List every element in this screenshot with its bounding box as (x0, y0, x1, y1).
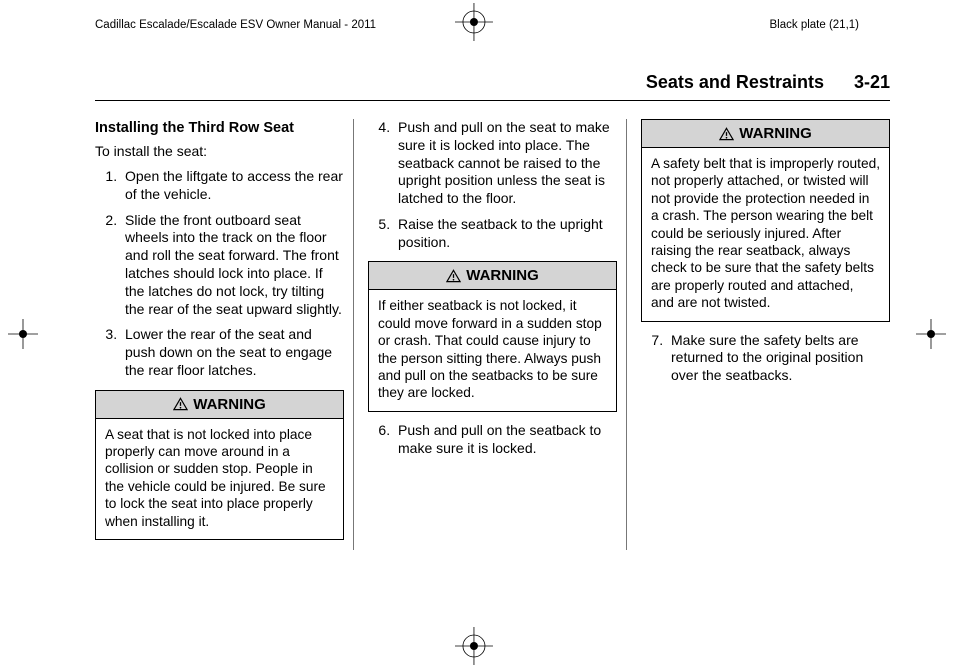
install-intro: To install the seat: (95, 143, 344, 161)
step-3: Lower the rear of the seat and push down… (121, 326, 344, 379)
column-2: Push and pull on the seat to make sure i… (368, 119, 627, 550)
warning-title-2: WARNING (369, 262, 616, 290)
warning-triangle-icon (173, 397, 188, 411)
warning-body-3: A safety belt that is improperly routed,… (642, 148, 889, 321)
column-3: WARNING A safety belt that is improperly… (641, 119, 890, 550)
step-2: Slide the front outboard seat wheels int… (121, 212, 344, 319)
warning-triangle-icon (446, 269, 461, 283)
warning-body-1: A seat that is not locked into place pro… (96, 419, 343, 539)
registration-mark-right (916, 319, 946, 349)
step-4: Push and pull on the seat to make sure i… (394, 119, 617, 208)
warning-body-2: If either seatback is not locked, it cou… (369, 290, 616, 410)
registration-mark-bottom (455, 627, 493, 665)
warning-box-2: WARNING If either seatback is not locked… (368, 261, 617, 411)
install-step-7: Make sure the safety belts are returned … (641, 332, 890, 385)
warning-label-2: WARNING (466, 266, 539, 285)
install-step-6: Push and pull on the seatback to make su… (368, 422, 617, 458)
section-title: Seats and Restraints (646, 72, 824, 93)
page-number: 3-21 (854, 72, 890, 93)
warning-title-3: WARNING (642, 120, 889, 148)
step-7: Make sure the safety belts are returned … (667, 332, 890, 385)
columns: Installing the Third Row Seat To install… (95, 119, 890, 550)
manual-title: Cadillac Escalade/Escalade ESV Owner Man… (95, 19, 376, 31)
warning-label-1: WARNING (193, 395, 266, 414)
warning-box-3: WARNING A safety belt that is improperly… (641, 119, 890, 322)
install-steps-1-3: Open the liftgate to access the rear of … (95, 168, 344, 379)
warning-label-3: WARNING (739, 124, 812, 143)
running-head: Seats and Restraints 3-21 (95, 72, 890, 101)
column-1: Installing the Third Row Seat To install… (95, 119, 354, 550)
install-heading: Installing the Third Row Seat (95, 119, 344, 137)
step-6: Push and pull on the seatback to make su… (394, 422, 617, 458)
warning-triangle-icon (719, 127, 734, 141)
warning-title-1: WARNING (96, 391, 343, 419)
step-5: Raise the seatback to the upright positi… (394, 216, 617, 252)
plate-info: Black plate (21,1) (770, 19, 860, 31)
install-steps-4-5: Push and pull on the seat to make sure i… (368, 119, 617, 251)
registration-mark-left (8, 319, 38, 349)
top-meta-bar: Cadillac Escalade/Escalade ESV Owner Man… (95, 19, 859, 31)
warning-box-1: WARNING A seat that is not locked into p… (95, 390, 344, 540)
page-body: Seats and Restraints 3-21 Installing the… (95, 72, 890, 618)
step-1: Open the liftgate to access the rear of … (121, 168, 344, 204)
